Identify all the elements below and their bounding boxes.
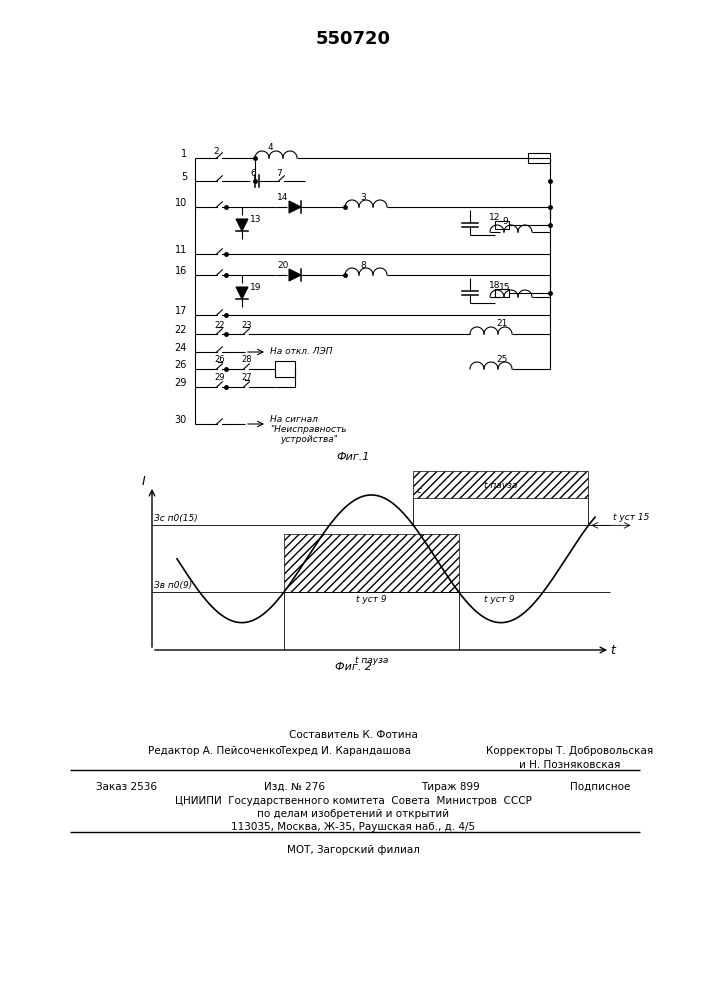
Text: 25: 25 <box>496 355 508 363</box>
Text: 3: 3 <box>360 192 366 202</box>
Text: Фиг. 2: Фиг. 2 <box>334 662 371 672</box>
Text: 15: 15 <box>499 282 510 292</box>
Text: I: I <box>142 475 146 488</box>
Text: 22: 22 <box>215 320 226 330</box>
Text: t пауза: t пауза <box>484 481 518 490</box>
Text: Изд. № 276: Изд. № 276 <box>264 782 325 792</box>
Text: Зв п0(9): Зв п0(9) <box>154 581 192 590</box>
Text: 21: 21 <box>496 320 508 328</box>
Text: На сигнал: На сигнал <box>270 416 318 424</box>
Text: Техред И. Карандашова: Техред И. Карандашова <box>279 746 411 756</box>
Text: 29: 29 <box>175 378 187 388</box>
Text: c: c <box>416 486 421 495</box>
Text: 4: 4 <box>267 143 273 152</box>
Text: ЦНИИПИ  Государственного комитета  Совета  Министров  СССР: ЦНИИПИ Государственного комитета Совета … <box>175 796 532 806</box>
Text: "Неисправность: "Неисправность <box>270 426 346 434</box>
Text: 7: 7 <box>276 168 282 178</box>
Text: t пауза: t пауза <box>355 656 388 665</box>
Text: 20: 20 <box>277 260 288 269</box>
Text: 29: 29 <box>215 373 226 382</box>
Text: 13: 13 <box>250 215 262 224</box>
Text: устройства": устройства" <box>280 436 338 444</box>
Text: Составитель К. Фотина: Составитель К. Фотина <box>288 730 417 740</box>
Bar <box>528 153 550 163</box>
Polygon shape <box>289 201 301 213</box>
Text: 19: 19 <box>250 282 262 292</box>
Text: 17: 17 <box>175 306 187 316</box>
Text: по делам изобретений и открытий: по делам изобретений и открытий <box>257 809 449 819</box>
Text: Редактор А. Пейсоченко: Редактор А. Пейсоченко <box>148 746 282 756</box>
Text: Заказ 2536: Заказ 2536 <box>96 782 157 792</box>
Bar <box>495 221 509 229</box>
Text: 28: 28 <box>242 356 252 364</box>
Text: 18: 18 <box>489 280 501 290</box>
Text: Подписное: Подписное <box>570 782 630 792</box>
Bar <box>284 534 459 592</box>
Polygon shape <box>289 269 301 281</box>
Text: 22: 22 <box>175 325 187 335</box>
Text: 2: 2 <box>214 147 218 156</box>
Text: Тираж 899: Тираж 899 <box>421 782 479 792</box>
Text: На откл. ЛЭП: На откл. ЛЭП <box>270 347 332 356</box>
Text: 12: 12 <box>489 213 501 222</box>
Text: 14: 14 <box>277 192 288 202</box>
Text: МОТ, Загорский филиал: МОТ, Загорский филиал <box>286 845 419 855</box>
Text: t уст 9: t уст 9 <box>484 595 515 604</box>
Text: Корректоры Т. Добровольская: Корректоры Т. Добровольская <box>486 746 654 756</box>
Text: 1: 1 <box>181 149 187 159</box>
Bar <box>275 361 295 377</box>
Text: t: t <box>611 644 615 656</box>
Text: 16: 16 <box>175 266 187 276</box>
Text: 26: 26 <box>175 360 187 370</box>
Text: t уст 15: t уст 15 <box>614 513 650 522</box>
Bar <box>495 289 509 297</box>
Text: 27: 27 <box>242 373 252 382</box>
Text: 9: 9 <box>502 218 508 227</box>
Text: 11: 11 <box>175 245 187 255</box>
Text: 26: 26 <box>215 356 226 364</box>
Text: 6: 6 <box>250 168 256 178</box>
Text: 113035, Москва, Ж-35, Раушская наб., д. 4/5: 113035, Москва, Ж-35, Раушская наб., д. … <box>231 822 475 832</box>
Text: 550720: 550720 <box>315 30 390 48</box>
Text: 8: 8 <box>360 260 366 269</box>
Polygon shape <box>236 287 248 299</box>
Text: Зс п0(15): Зс п0(15) <box>154 514 198 523</box>
Text: Фиг.1: Фиг.1 <box>337 452 370 462</box>
Polygon shape <box>236 219 248 231</box>
Text: t уст 9: t уст 9 <box>356 595 387 604</box>
Text: и Н. Позняковская: и Н. Позняковская <box>520 760 621 770</box>
Text: 24: 24 <box>175 343 187 353</box>
Text: 30: 30 <box>175 415 187 425</box>
Bar <box>414 471 588 498</box>
Text: 10: 10 <box>175 198 187 208</box>
Text: 5: 5 <box>181 172 187 182</box>
Text: 23: 23 <box>242 320 252 330</box>
